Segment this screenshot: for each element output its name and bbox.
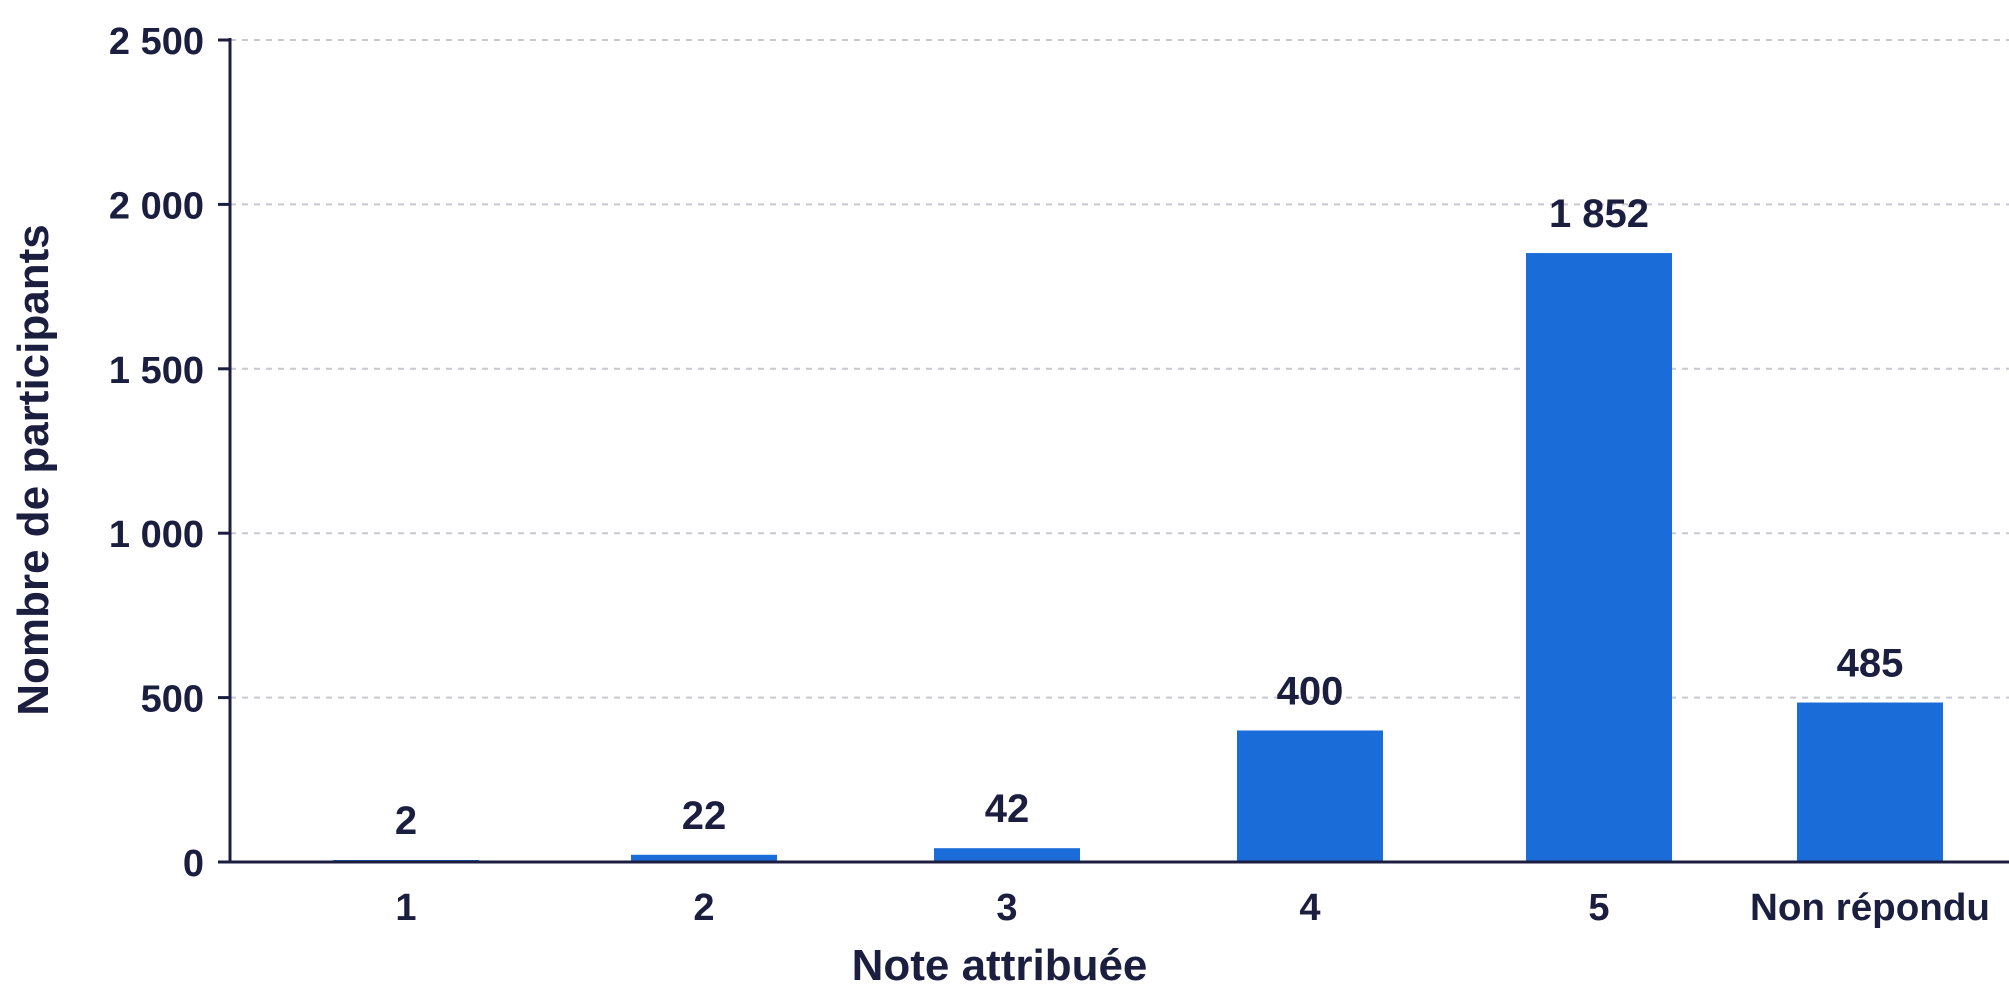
y-tick-label: 500: [141, 679, 204, 721]
y-axis-title: Nombre de participants: [9, 224, 58, 715]
data-label: 1 852: [1549, 192, 1649, 236]
x-tick-label: 1: [395, 887, 416, 929]
data-label: 485: [1837, 642, 1904, 686]
y-tick-labels: 0 500 1 000 1 500 2 000 2 500: [109, 21, 230, 885]
bars: [333, 253, 1943, 863]
x-tick-labels: 1 2 3 4 5 Non répondu: [395, 887, 1990, 929]
bar-2: [631, 854, 777, 862]
x-tick-label: 2: [693, 887, 714, 929]
y-tick-label: 1 500: [109, 350, 204, 392]
y-tick-label: 1 000: [109, 514, 204, 556]
gridlines: [230, 39, 2009, 699]
bar-6: [1797, 702, 1943, 862]
y-tick-label: 0: [183, 843, 204, 885]
data-label: 400: [1277, 669, 1344, 713]
axes: [228, 38, 2009, 864]
x-tick-label: 3: [996, 887, 1017, 929]
y-tick-label: 2 500: [109, 21, 204, 63]
x-tick-label: 5: [1588, 887, 1609, 929]
x-tick-label: Non répondu: [1750, 887, 1990, 929]
data-label: 22: [682, 794, 727, 838]
data-label: 42: [985, 787, 1030, 831]
x-tick-label: 4: [1299, 887, 1320, 929]
bar-3: [934, 848, 1080, 862]
bar-5: [1526, 253, 1672, 863]
y-tick-label: 2 000: [109, 185, 204, 227]
data-label: 2: [395, 799, 417, 843]
bar-4: [1237, 730, 1383, 862]
x-axis-title: Note attribuée: [852, 941, 1148, 990]
